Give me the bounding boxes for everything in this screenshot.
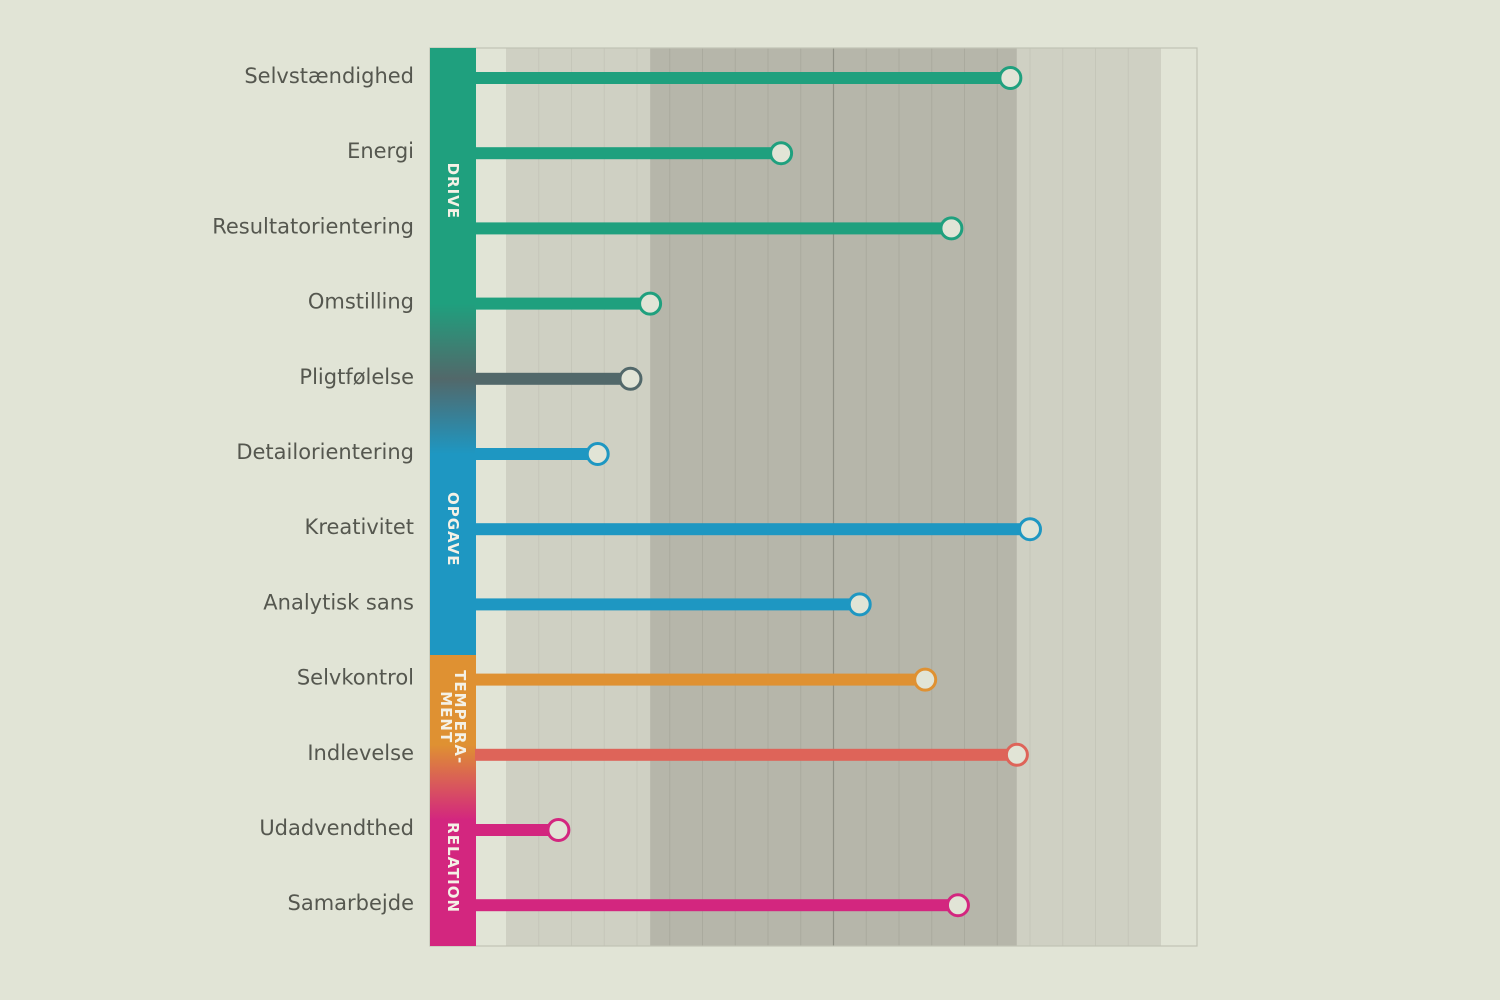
lollipop-stem <box>475 297 651 310</box>
gridlines <box>538 48 1129 946</box>
group-label-tempera-ment: TEMPERA-MENT <box>437 670 469 764</box>
row-label: Analytisk sans <box>263 590 414 614</box>
lollipop-dot <box>945 893 970 918</box>
category-group-strip <box>430 48 476 946</box>
row-label: Samarbejde <box>288 891 415 915</box>
lollipop-dot <box>847 592 872 617</box>
group-label-line: OPGAVE <box>444 492 462 567</box>
lollipop-dot <box>769 141 794 166</box>
row-label: Selvkontrol <box>297 666 414 690</box>
lollipop-dot <box>998 66 1023 90</box>
band-margin-left <box>476 48 506 946</box>
lollipop-dot <box>618 366 643 391</box>
row-label: Omstilling <box>308 290 414 314</box>
row-label: Selvstændighed <box>244 64 414 88</box>
group-label-drive: DRIVE <box>444 163 462 219</box>
group-label-line: TEMPERA- <box>451 670 469 764</box>
group-label-line: MENT <box>437 691 455 743</box>
lollipop-stem <box>475 147 782 160</box>
lollipop-stem <box>475 372 631 385</box>
group-label-line: RELATION <box>444 822 462 913</box>
group-label-relation: RELATION <box>444 822 462 913</box>
group-labels: DRIVE OPGAVE TEMPERA-MENT RELATION <box>437 163 469 913</box>
row-label: Udadvendthed <box>259 816 414 840</box>
lollipop-stem <box>475 448 598 460</box>
lollipop-stem <box>475 72 1011 84</box>
row-label: Kreativitet <box>305 515 414 539</box>
lollipop-stem <box>475 673 926 686</box>
band-2 <box>1016 48 1161 946</box>
group-label-opgave: OPGAVE <box>444 492 462 567</box>
lollipop-dot <box>939 216 964 241</box>
row-label: Indlevelse <box>307 741 414 765</box>
group-label-line: DRIVE <box>444 163 462 219</box>
lollipop-stem <box>475 523 1030 536</box>
row-label: Pligtfølelse <box>299 365 414 389</box>
background-bands <box>476 48 1161 946</box>
lollipop-stem <box>475 824 559 836</box>
lollipop-stem <box>475 222 952 235</box>
lollipop-dot <box>913 667 938 692</box>
row-label: Detailorientering <box>236 440 414 464</box>
lollipop-dot <box>1004 742 1029 767</box>
lollipop-stem <box>475 899 958 912</box>
lollipop-dot <box>585 442 610 466</box>
row-label: Resultatorientering <box>212 214 414 238</box>
band-0 <box>506 48 651 946</box>
lollipop-dot <box>1018 517 1042 542</box>
lollipop-dot <box>546 818 571 842</box>
lollipop-dot <box>638 291 663 316</box>
lollipop-stem <box>475 748 1017 761</box>
lollipop-stem <box>475 598 860 611</box>
row-label: Energi <box>347 139 414 163</box>
lollipops <box>475 66 1042 918</box>
row-labels: Selvstændighed Energi Resultatorientering O… <box>212 64 414 915</box>
